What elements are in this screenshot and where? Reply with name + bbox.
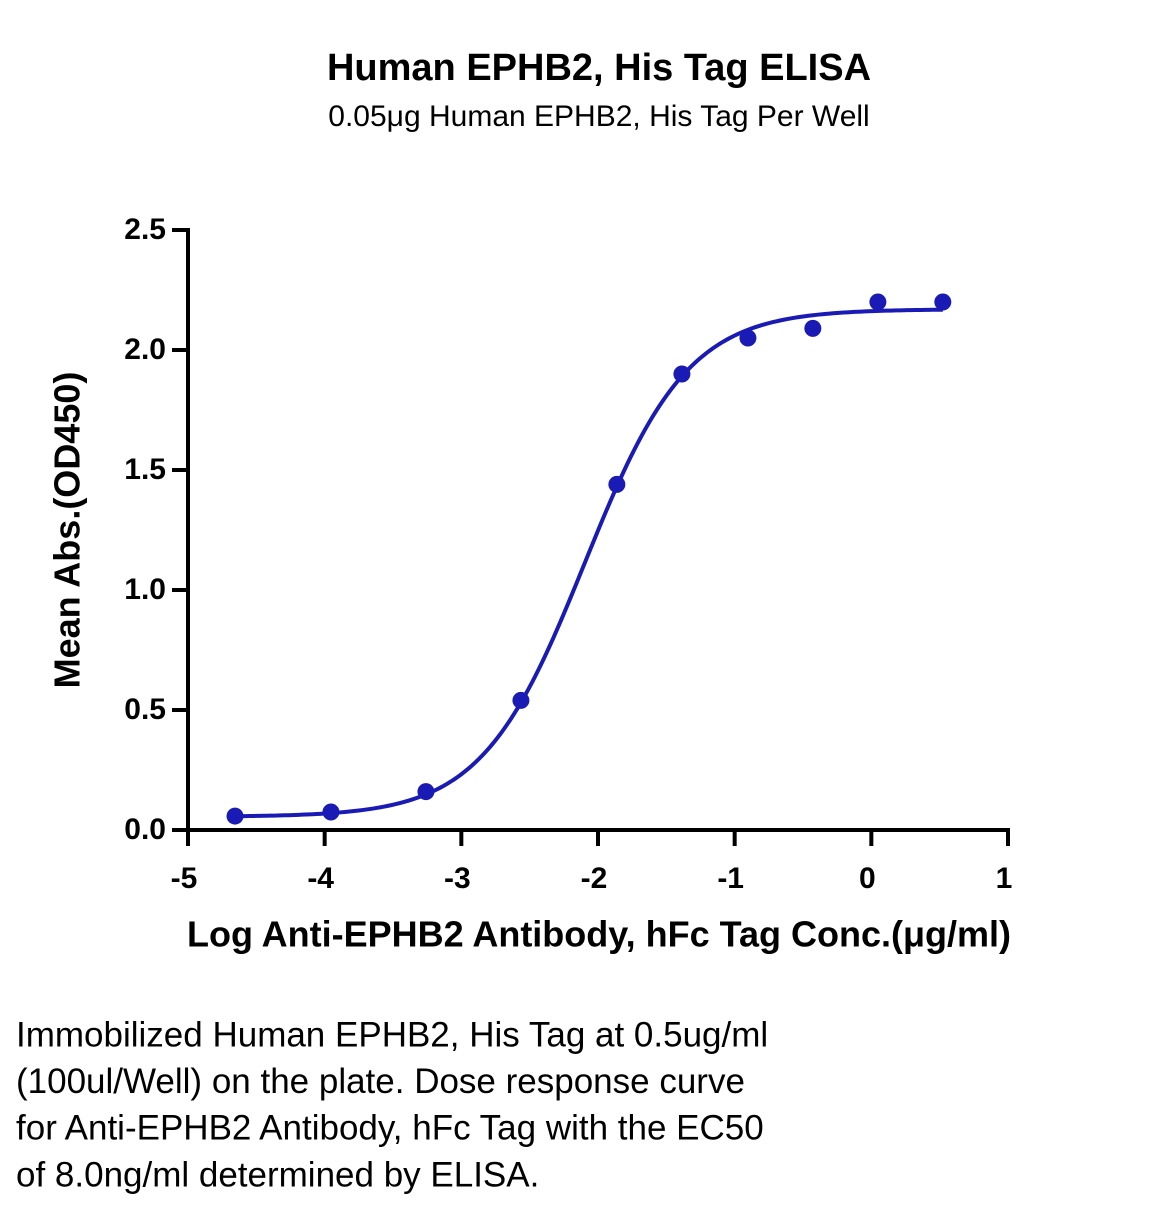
- fit-curve: [234, 307, 943, 819]
- x-tick-label: -2: [581, 862, 608, 895]
- y-tick-label: 0.0: [124, 813, 166, 846]
- y-tick-label: 0.5: [124, 693, 166, 726]
- x-tick-label: 0: [859, 862, 876, 895]
- x-tick-label: -5: [171, 862, 198, 895]
- x-tick-label: -3: [444, 862, 471, 895]
- chart-title: Human EPHB2, His Tag ELISA: [327, 47, 871, 89]
- chart-subtitle: 0.05μg Human EPHB2, His Tag Per Well: [328, 100, 869, 133]
- data-point: [608, 475, 626, 493]
- data-point: [804, 319, 822, 337]
- data-point: [512, 691, 530, 709]
- data-point: [739, 329, 757, 347]
- caption-line: Immobilized Human EPHB2, His Tag at 0.5u…: [16, 1015, 768, 1054]
- data-point: [869, 293, 887, 311]
- data-point: [322, 803, 340, 821]
- x-tick-label: -1: [717, 862, 744, 895]
- caption-line: of 8.0ng/ml determined by ELISA.: [16, 1155, 539, 1194]
- y-tick-label: 1.5: [124, 453, 166, 486]
- y-tick-label: 1.0: [124, 573, 166, 606]
- data-point: [934, 293, 952, 311]
- x-tick-label: 1: [996, 862, 1013, 895]
- y-axis-label: Mean Abs.(OD450): [47, 372, 88, 689]
- x-tick-label: -4: [307, 862, 334, 895]
- y-tick-label: 2.0: [124, 333, 166, 366]
- data-point: [417, 783, 435, 801]
- data-point: [226, 807, 244, 825]
- caption-line: for Anti-EPHB2 Antibody, hFc Tag with th…: [16, 1109, 764, 1148]
- data-point: [673, 365, 691, 383]
- caption-line: (100ul/Well) on the plate. Dose response…: [16, 1062, 745, 1101]
- x-axis-label: Log Anti-EPHB2 Antibody, hFc Tag Conc.(μ…: [187, 914, 1011, 955]
- y-tick-label: 2.5: [124, 213, 166, 246]
